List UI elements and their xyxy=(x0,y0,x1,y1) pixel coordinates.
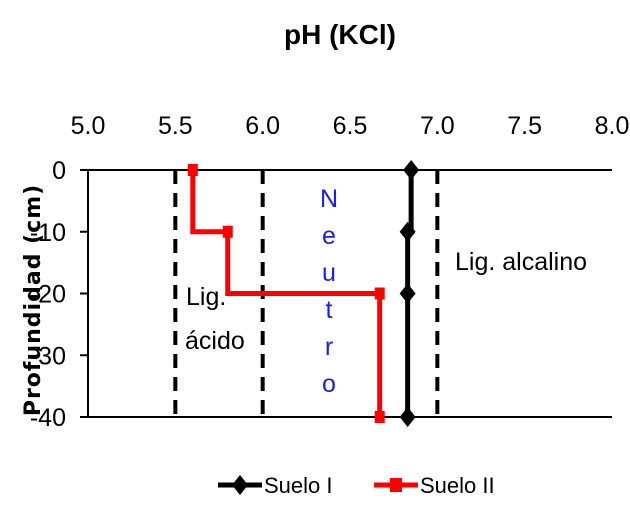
data-point-suelo-i xyxy=(399,221,416,242)
y-tick-label: -40 xyxy=(30,404,66,432)
data-point-suelo-ii xyxy=(222,225,233,238)
annotation-lig-alcalino: Lig. alcalino xyxy=(455,248,587,276)
legend-marker-suelo-ii xyxy=(390,478,402,492)
data-point-suelo-ii xyxy=(187,164,198,176)
y-axis-ticks: 0 -10 -20 -30 -40 xyxy=(30,157,66,432)
neutro-letter: N xyxy=(320,185,338,213)
y-tick-label: -20 xyxy=(30,281,66,309)
legend-label-suelo-i: Suelo I xyxy=(264,473,333,498)
y-tick-label: -10 xyxy=(30,219,66,247)
x-axis-ticks: 5.0 5.5 6.0 6.5 7.0 7.5 8.0 xyxy=(71,112,630,140)
x-tick-label: 5.0 xyxy=(71,112,106,140)
legend: Suelo I Suelo II xyxy=(218,473,495,498)
legend-label-suelo-ii: Suelo II xyxy=(420,473,495,498)
y-tick-label: -30 xyxy=(30,342,66,370)
data-point-suelo-ii xyxy=(374,287,385,300)
data-point-suelo-i xyxy=(399,283,416,304)
neutro-letter: r xyxy=(325,333,333,361)
series xyxy=(187,160,420,427)
x-tick-label: 6.5 xyxy=(333,112,368,140)
annotation-lig-acido-line1: Lig. xyxy=(186,283,226,311)
neutro-letter: o xyxy=(322,370,336,398)
x-tick-label: 7.0 xyxy=(420,112,455,140)
x-tick-label: 6.0 xyxy=(245,112,280,140)
chart-title: pH (KCl) xyxy=(284,19,396,50)
data-point-suelo-i xyxy=(399,407,416,427)
x-tick-label: 5.5 xyxy=(158,112,193,140)
annotations: Lig. ácido Lig. alcalino xyxy=(185,248,587,355)
axes xyxy=(80,169,612,418)
neutro-letter: e xyxy=(322,222,336,250)
x-tick-label: 7.5 xyxy=(507,112,542,140)
series-line-suelo-ii xyxy=(190,170,383,417)
neutro-letter: u xyxy=(322,259,336,287)
y-tick-label: 0 xyxy=(52,157,66,185)
y-axis-label: Profundidad (cm) xyxy=(21,184,46,416)
legend-marker-suelo-i xyxy=(232,475,248,495)
x-tick-label: 8.0 xyxy=(595,112,630,140)
data-point-suelo-i xyxy=(403,160,420,180)
annotation-lig-acido-line2: ácido xyxy=(185,327,245,355)
data-point-suelo-ii xyxy=(374,411,385,423)
neutro-letter: t xyxy=(326,296,333,324)
